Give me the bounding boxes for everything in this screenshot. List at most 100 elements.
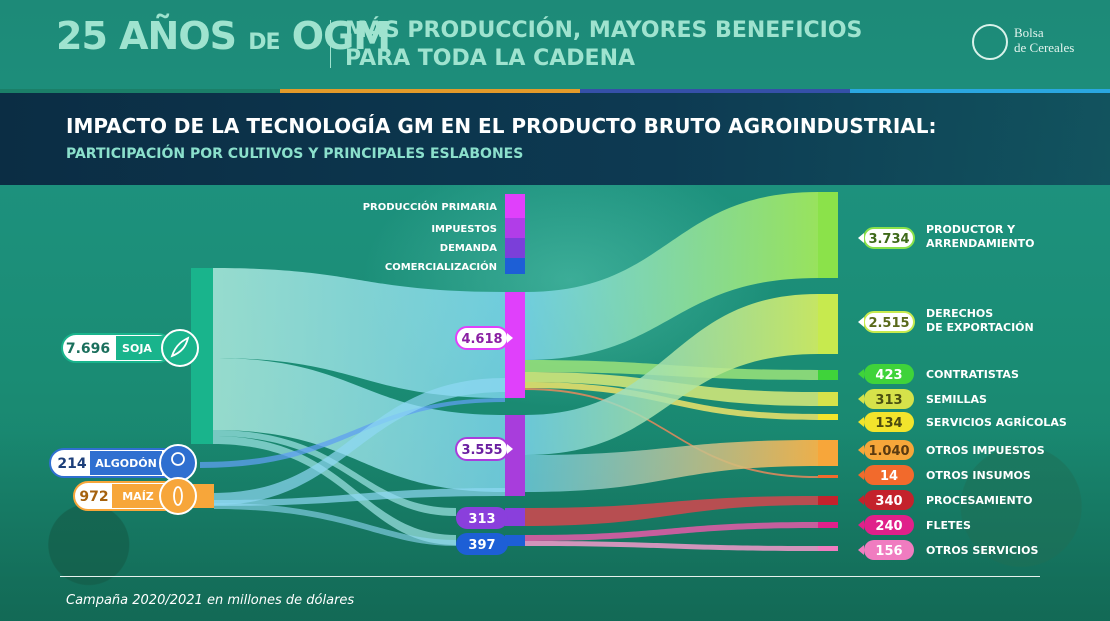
node-bar-otros-insumos <box>818 475 838 478</box>
target-fletes: 240 FLETES <box>858 515 971 535</box>
node-bar-derechos <box>818 294 838 354</box>
node-bar-otros-impuestos <box>818 440 838 466</box>
target-pill-semillas <box>864 389 914 409</box>
source-name-maiz: MAÍZ <box>122 490 154 503</box>
node-bar-soja <box>191 268 213 444</box>
target-servicios: 134 SERVICIOS AGRÍCOLAS <box>858 412 1067 432</box>
target-label-contratistas: CONTRATISTAS <box>926 368 1019 381</box>
source-name-algodon: ALGODÓN <box>95 457 157 470</box>
target-label-fletes: FLETES <box>926 519 971 532</box>
title-band <box>0 93 1110 185</box>
footer-divider <box>60 576 1040 577</box>
middle-pill-comercializacion <box>456 533 508 555</box>
target-value-otros-impuestos: 1.040 <box>868 444 909 459</box>
logo-text-line1: Bolsa <box>1014 25 1044 40</box>
node-bar-produccion <box>505 292 525 398</box>
middle-value-impuestos: 3.555 <box>461 443 502 458</box>
target-label-productor-line2: ARRENDAMIENTO <box>926 237 1034 250</box>
flow-impuestos-otros <box>525 440 818 492</box>
target-value-otros-insumos: 14 <box>880 469 898 484</box>
corn-icon-cob <box>173 486 183 506</box>
flow-produccion-productor <box>525 192 818 360</box>
corn-icon <box>159 477 197 515</box>
legend-label-comercializacion: COMERCIALIZACIÓN <box>385 260 497 273</box>
middle-label-produccion: 4.618 <box>455 326 513 350</box>
source-value-soja: 7.696 <box>66 341 110 357</box>
target-label-servicios: SERVICIOS AGRÍCOLAS <box>926 416 1067 429</box>
node-bar-impuestos <box>505 415 525 496</box>
node-bar-productor <box>818 192 838 278</box>
legend-label-impuestos: IMPUESTOS <box>431 224 497 235</box>
header-stripe-1 <box>0 89 280 93</box>
header-title: 25 AÑOS DE OGM <box>56 14 391 58</box>
source-name-soja: SOJA <box>122 342 152 355</box>
source-label-soja: 7.696 SOJA <box>61 329 199 367</box>
target-pill-otros-servicios <box>864 540 914 560</box>
target-value-semillas: 313 <box>875 393 902 408</box>
target-label-derechos-line1: DERECHOS <box>926 307 993 320</box>
target-semillas: 313 SEMILLAS <box>858 389 987 409</box>
target-pointer-derechos <box>858 317 864 327</box>
target-derechos: 2.515 DERECHOS DE EXPORTACIÓN <box>858 307 1034 334</box>
legend-swatch-comercializacion <box>505 258 525 274</box>
legend-label-produccion: PRODUCCIÓN PRIMARIA <box>363 200 498 213</box>
logo-text: Bolsa de Cereales <box>1014 25 1074 55</box>
target-pointer-servicios <box>858 417 864 427</box>
target-label-otros-insumos: OTROS INSUMOS <box>926 469 1031 482</box>
node-bar-procesamiento <box>818 496 838 505</box>
node-bar-semillas <box>818 392 838 406</box>
source-value-maiz: 972 <box>79 489 108 505</box>
target-pill-contratistas <box>864 364 914 384</box>
footnote: Campaña 2020/2021 en millones de dólares <box>66 593 355 608</box>
target-otros-insumos: 14 OTROS INSUMOS <box>858 465 1031 485</box>
target-pill-servicios <box>864 412 914 432</box>
target-value-fletes: 240 <box>875 519 902 534</box>
legend-label-demanda: DEMANDA <box>440 243 497 254</box>
flow-soja-demanda <box>213 430 456 516</box>
header-separator <box>330 20 331 68</box>
source-pill-maiz-fill <box>112 484 164 508</box>
target-productor: 3.734 PRODUCTOR Y ARRENDAMIENTO <box>858 223 1034 250</box>
header-stripe-4 <box>850 89 1110 93</box>
node-bar-maiz <box>191 484 214 508</box>
logo-text-line2: de Cereales <box>1014 40 1075 55</box>
target-value-otros-servicios: 156 <box>875 544 902 559</box>
target-pill-procesamiento <box>864 490 914 510</box>
flow-comercializacion-servicios <box>525 541 818 551</box>
legend-swatch-demanda <box>505 238 525 258</box>
target-value-procesamiento: 340 <box>875 494 902 509</box>
middle-value-demanda: 313 <box>468 512 495 527</box>
flow-impuestos-derechos <box>525 294 818 455</box>
flow-soja-produccion <box>213 268 505 398</box>
target-value-derechos: 2.515 <box>868 316 909 331</box>
target-procesamiento: 340 PROCESAMIENTO <box>858 490 1033 510</box>
target-contratistas: 423 CONTRATISTAS <box>858 364 1019 384</box>
target-pill-otros-insumos <box>864 465 914 485</box>
node-bar-otros-servicios <box>818 546 838 551</box>
soy-icon <box>161 329 199 367</box>
bolsa-logo-icon <box>972 24 1008 60</box>
node-bar-comercializacion <box>505 535 525 546</box>
target-pointer-fletes <box>858 520 864 530</box>
target-pointer-productor <box>858 233 864 243</box>
middle-value-comercializacion: 397 <box>468 538 495 553</box>
legend-swatch-produccion <box>505 194 525 218</box>
target-pointer-semillas <box>858 394 864 404</box>
source-pill-algodon-fill <box>90 451 162 475</box>
middle-label-comercializacion: 397 <box>456 533 508 555</box>
flow-demanda-procesamiento <box>525 496 818 526</box>
cotton-icon-boll <box>171 452 185 466</box>
target-pointer-otros-insumos <box>858 470 864 480</box>
middle-label-impuestos: 3.555 <box>455 437 513 461</box>
node-bar-contratistas <box>818 370 838 380</box>
target-label-procesamiento: PROCESAMIENTO <box>926 494 1033 507</box>
node-bar-fletes <box>818 522 838 528</box>
target-label-otros-impuestos: OTROS IMPUESTOS <box>926 444 1045 457</box>
target-value-servicios: 134 <box>875 416 902 431</box>
target-label-semillas: SEMILLAS <box>926 393 987 406</box>
target-pointer-procesamiento <box>858 495 864 505</box>
header-stripe-3 <box>580 89 850 93</box>
target-pill-otros-impuestos <box>864 440 914 460</box>
cotton-icon <box>159 444 197 482</box>
